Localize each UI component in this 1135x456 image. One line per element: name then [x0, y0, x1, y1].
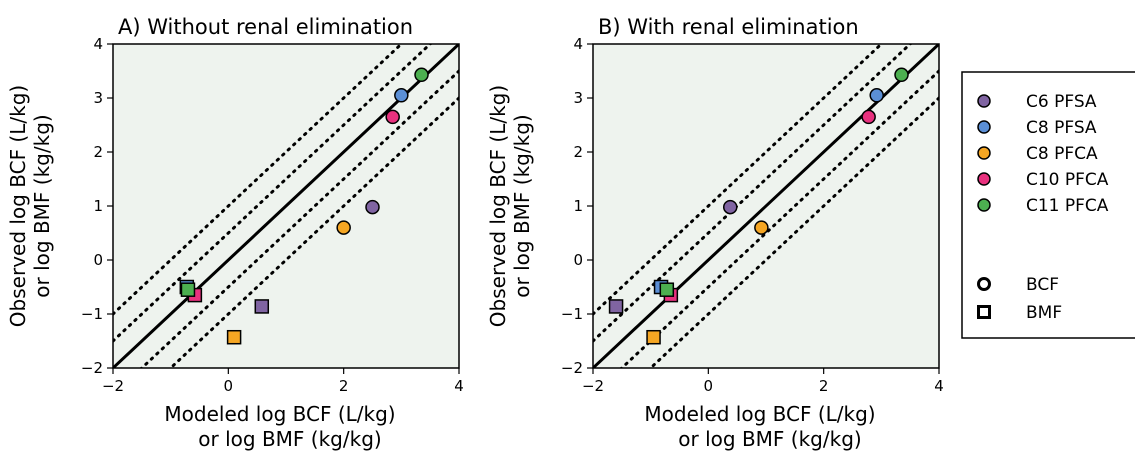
y-tick-label: 2 [573, 143, 583, 161]
y-tick-label: 1 [573, 197, 583, 215]
point-c8-pfca-bmf [226, 329, 242, 345]
point-c6-pfsa-bcf [365, 199, 380, 215]
y-tick-label: 3 [93, 89, 103, 107]
legend-swatch-c6-pfsa [977, 94, 991, 108]
legend-swatch-c8-pfca [977, 146, 991, 160]
y-tick-label: 3 [573, 89, 583, 107]
point-c11-pfca-bcf [894, 67, 909, 83]
legend-label-bmf: BMF [1026, 303, 1062, 323]
panel-b: −2 0 2 4 −2 −1 0 1 2 3 4 B) With renal elimination M… [486, 15, 944, 451]
y-axis-label-line2: or log BMF (kg/kg) [30, 114, 54, 297]
point-c6-pfsa-bcf [722, 199, 738, 215]
legend-label-c8-pfsa: C8 PFSA [1026, 118, 1097, 138]
legend-swatch-c11-pfca [977, 198, 991, 212]
legend-label-c11-pfca: C11 PFCA [1026, 196, 1109, 216]
x-axis-label-line1: Modeled log BCF (L/kg) [164, 402, 395, 426]
x-tick-label: 2 [819, 377, 829, 395]
legend-swatch-c10-pfca [977, 172, 991, 186]
y-tick-label: 1 [93, 197, 103, 215]
y-tick-label: 0 [93, 251, 103, 269]
y-tick-label: 2 [93, 143, 103, 161]
y-tick-label: −2 [561, 359, 583, 377]
point-c8-pfsa-bcf [394, 88, 409, 103]
point-c11-pfca-bcf [414, 67, 429, 83]
legend-label-bcf: BCF [1026, 275, 1059, 295]
legend-swatch-c8-pfsa [977, 120, 991, 134]
point-c8-pfca-bcf [336, 220, 351, 235]
y-axis-label-line2: or log BMF (kg/kg) [510, 114, 534, 297]
x-axis-label-line2: or log BMF (kg/kg) [198, 427, 381, 451]
x-axis-label-line1: Modeled log BCF (L/kg) [644, 402, 875, 426]
data-points [608, 67, 909, 345]
x-axis-label-line2: or log BMF (kg/kg) [678, 427, 861, 451]
legend-box [961, 71, 1135, 339]
legend-label-c6-pfsa: C6 PFSA [1026, 92, 1097, 112]
point-c11-pfca-bmf [659, 282, 675, 297]
x-tick-label: 0 [704, 377, 714, 395]
y-tick-label: −2 [81, 359, 103, 377]
x-tick-label: 0 [224, 377, 234, 395]
point-c11-pfca-bmf [180, 282, 196, 297]
point-c8-pfsa-bcf [869, 88, 884, 103]
point-c10-pfca-bcf [385, 109, 400, 125]
x-tick-label: 2 [339, 377, 349, 395]
point-c8-pfca-bmf [646, 329, 661, 345]
y-axis-label-line1: Observed log BCF (L/kg) [486, 85, 510, 327]
y-axis-label-line1: Observed log BCF (L/kg) [6, 85, 30, 327]
data-points [179, 67, 429, 345]
point-c10-pfca-bcf [861, 109, 876, 125]
x-tick-label: 4 [934, 377, 944, 395]
point-c6-pfsa-bmf [254, 299, 270, 314]
point-c8-pfca-bcf [754, 220, 769, 235]
y-tick-label: −1 [561, 305, 583, 323]
panel-title: A) Without renal elimination [118, 15, 413, 39]
panel-a: −2 0 2 4 −2 −1 0 1 2 3 4 A) Without renal eliminati… [6, 15, 464, 451]
y-tick-label: −1 [81, 305, 103, 323]
y-tick-label: 0 [573, 251, 583, 269]
legend-marker-bmf-icon [977, 305, 991, 319]
y-tick-label: 4 [93, 35, 103, 53]
legend: C6 PFSA C8 PFSA C8 PFCA C10 PFCA C11 PFCA BCF… [961, 71, 1135, 339]
legend-label-c10-pfca: C10 PFCA [1026, 170, 1109, 190]
x-tick-label: 4 [454, 377, 464, 395]
y-tick-label: 4 [573, 35, 583, 53]
point-c6-pfsa-bmf [608, 299, 624, 314]
panel-title: B) With renal elimination [598, 15, 859, 39]
x-tick-label: −2 [582, 377, 604, 395]
legend-marker-bcf-icon [977, 277, 991, 291]
x-tick-label: −2 [102, 377, 124, 395]
legend-label-c8-pfca: C8 PFCA [1026, 144, 1098, 164]
